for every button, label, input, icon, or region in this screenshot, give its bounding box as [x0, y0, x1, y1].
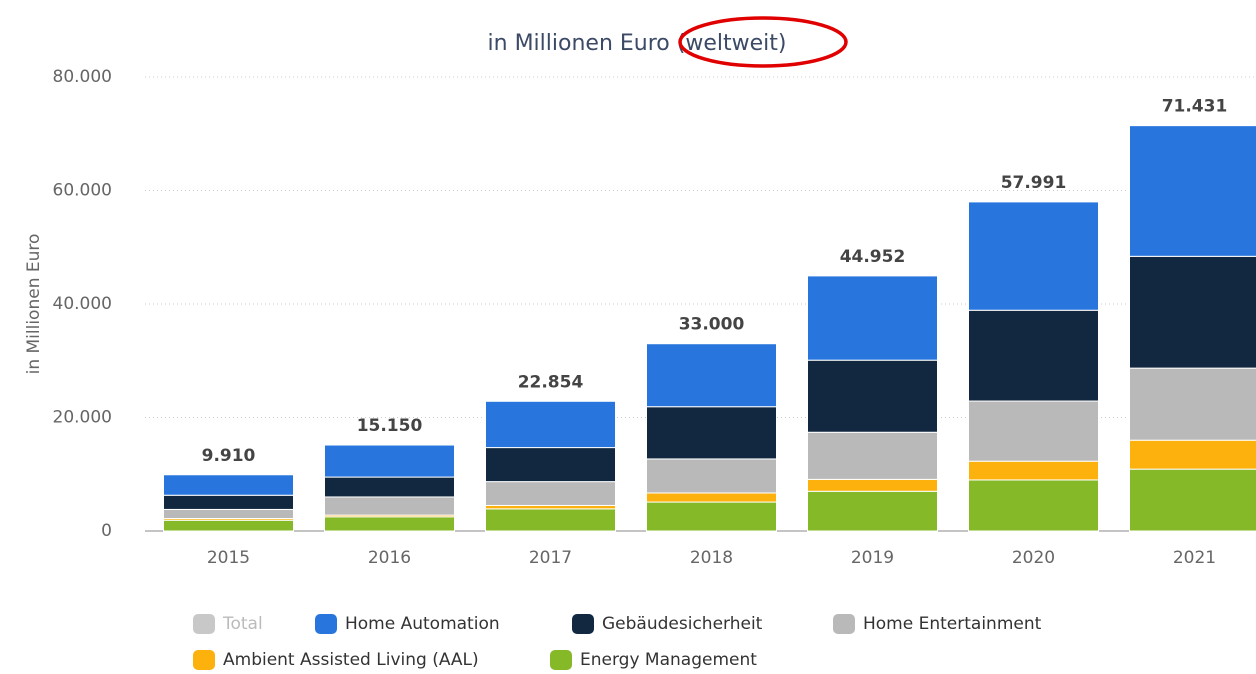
bar-segment — [968, 479, 1099, 532]
bar-segment — [324, 496, 455, 516]
bar-segment — [807, 275, 938, 361]
y-tick-label: 60.000 — [53, 181, 112, 201]
x-tick-label: 2017 — [529, 548, 572, 568]
bar-segment — [163, 474, 294, 496]
total-label: 44.952 — [840, 247, 906, 267]
bar-segment — [968, 309, 1099, 402]
bar-segment — [968, 400, 1099, 462]
bar-segment — [968, 460, 1099, 481]
x-tick-label: 2020 — [1012, 548, 1055, 568]
y-axis-label: in Millionen Euro — [24, 234, 44, 375]
x-tick-label: 2016 — [368, 548, 411, 568]
bar-segment — [807, 359, 938, 433]
legend-marker — [550, 650, 572, 670]
legend-marker — [315, 614, 337, 634]
legend-marker — [193, 650, 215, 670]
bar-segment — [1129, 255, 1256, 369]
legend-label: Energy Management — [580, 650, 757, 670]
legend-label: Gebäudesicherheit — [602, 614, 763, 634]
bar-segment — [646, 492, 777, 503]
bar-segment — [485, 400, 616, 449]
legend-label: Home Entertainment — [863, 614, 1042, 634]
bar-segment — [324, 444, 455, 478]
total-label: 15.150 — [357, 416, 423, 436]
bar-segment — [485, 504, 616, 510]
x-tick-label: 2018 — [690, 548, 733, 568]
total-label: 33.000 — [679, 315, 745, 335]
bar-segment — [807, 478, 938, 492]
bar-segment — [646, 406, 777, 460]
bar-segment — [1129, 367, 1256, 441]
bar-segment — [324, 476, 455, 498]
y-tick-label: 20.000 — [53, 408, 112, 428]
bar-segment — [807, 490, 938, 532]
legend-label: Total — [222, 614, 263, 634]
y-tick-label: 0 — [101, 521, 112, 541]
bar-segment — [485, 447, 616, 483]
bar-segment — [646, 458, 777, 494]
total-label: 57.991 — [1001, 173, 1067, 193]
y-tick-label: 80.000 — [53, 67, 112, 87]
legend-marker — [193, 614, 215, 634]
legend-marker — [572, 614, 594, 634]
bar-segment — [485, 508, 616, 532]
annotation-circle — [678, 16, 848, 68]
bar-segment — [807, 431, 938, 480]
x-tick-label: 2019 — [851, 548, 894, 568]
x-tick-label: 2021 — [1173, 548, 1216, 568]
bar-segment — [324, 516, 455, 532]
y-tick-label: 40.000 — [53, 294, 112, 314]
bar-segment — [1129, 468, 1256, 532]
total-label: 71.431 — [1162, 97, 1228, 117]
bar-segment — [646, 501, 777, 532]
bar-segment — [163, 508, 294, 520]
bar-segment — [163, 494, 294, 510]
bar-segment — [163, 519, 294, 532]
total-label: 9.910 — [202, 446, 256, 466]
bar-segment — [646, 343, 777, 408]
legend-label: Ambient Assisted Living (AAL) — [223, 650, 479, 670]
total-label: 22.854 — [518, 372, 584, 392]
x-tick-label: 2015 — [207, 548, 250, 568]
bar-segment — [485, 481, 616, 506]
chart-title: in Millionen Euro (weltweit) — [488, 31, 787, 56]
legend-marker — [833, 614, 855, 634]
bar-segment — [1129, 439, 1256, 470]
bar-segment — [1129, 125, 1256, 257]
legend-label: Home Automation — [345, 614, 500, 634]
bar-segment — [968, 201, 1099, 311]
